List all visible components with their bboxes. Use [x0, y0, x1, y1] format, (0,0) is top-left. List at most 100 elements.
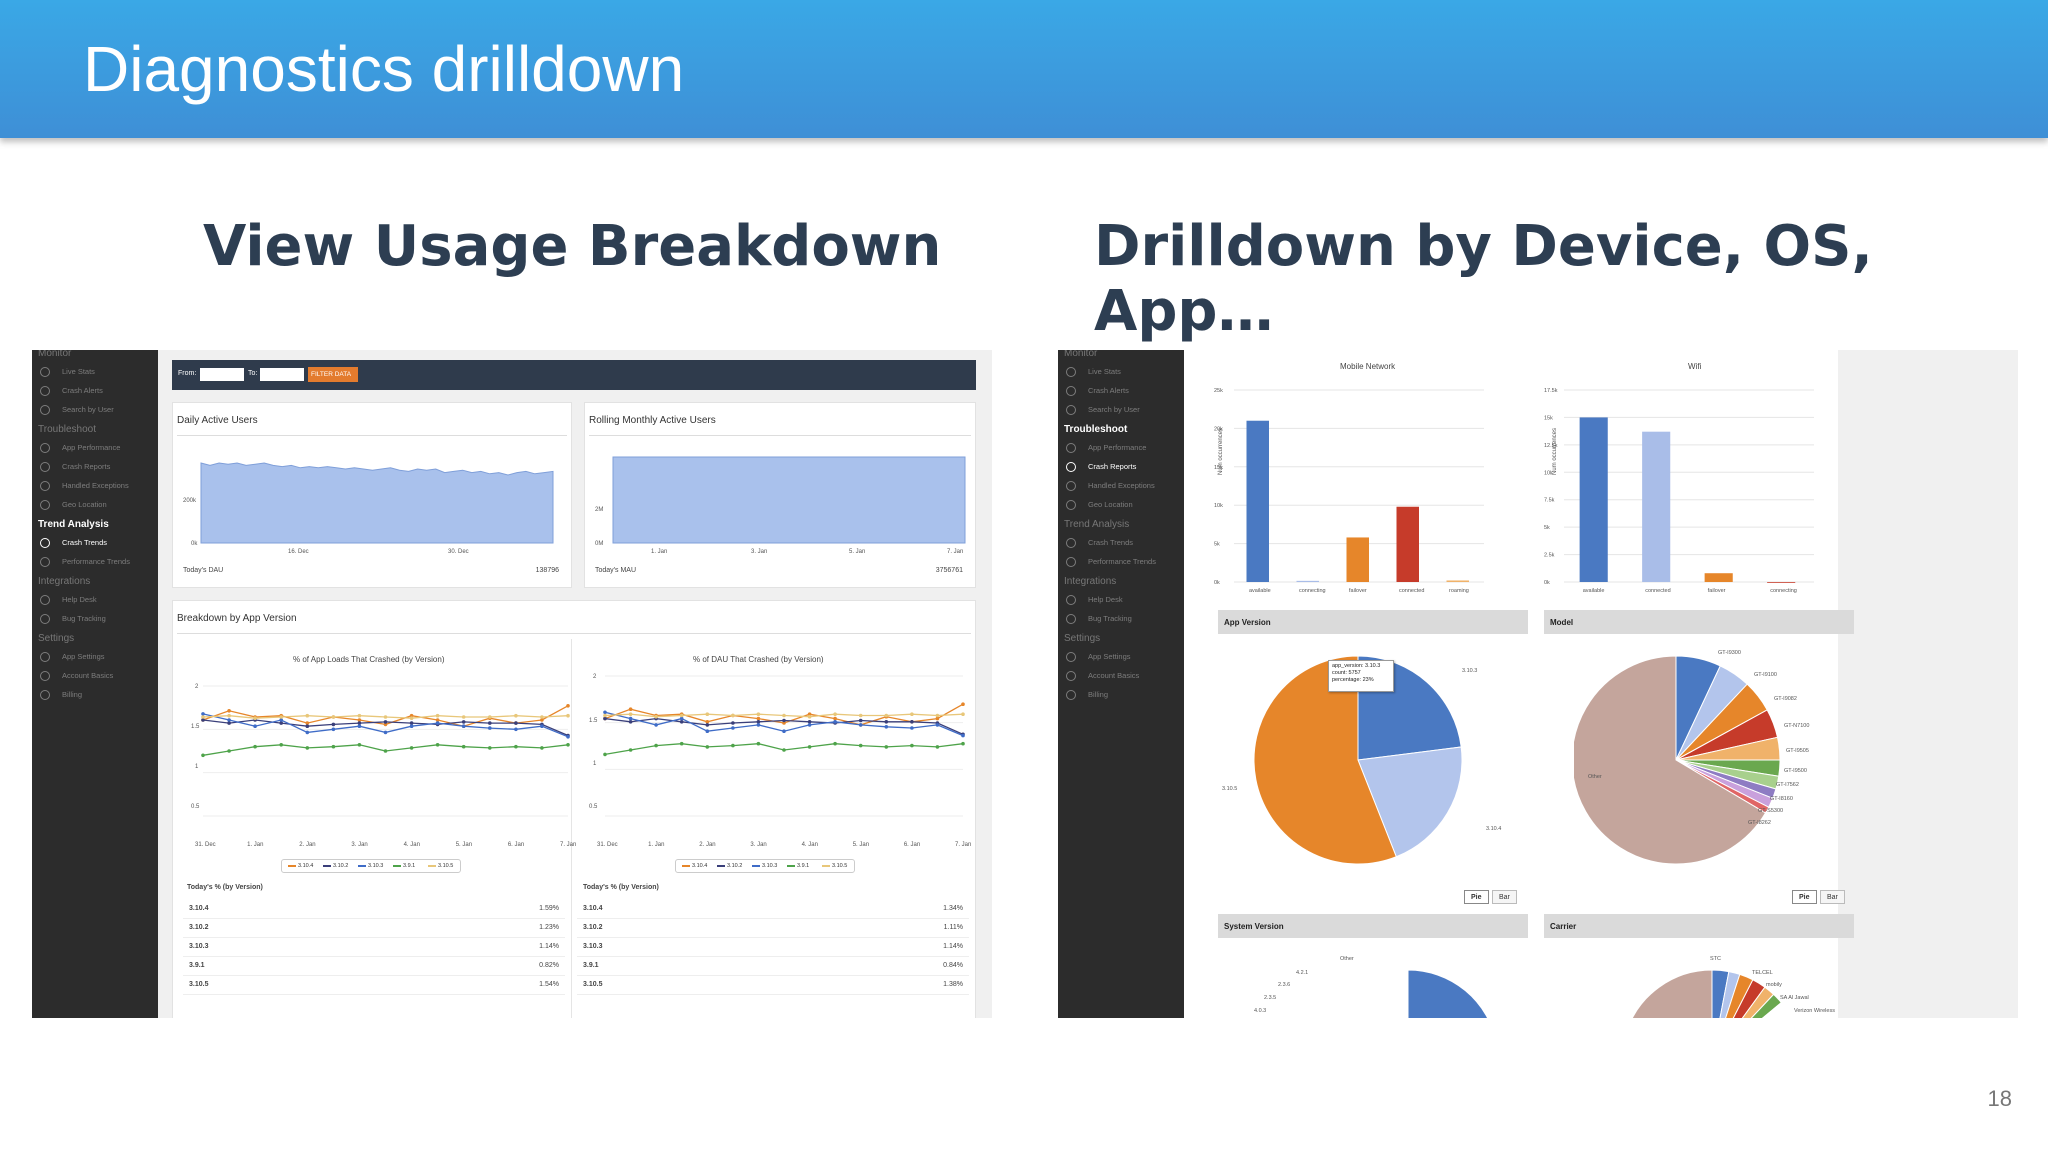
carrier-pie-chart	[1631, 969, 1793, 1018]
sidebar-item-crash-reports[interactable]: Crash Reports	[40, 462, 110, 473]
legend-item[interactable]: 3.10.5	[428, 863, 453, 869]
sidebar-item-label: Crash Alerts	[1088, 386, 1129, 395]
sidebar-item-search-by-user[interactable]: Search by User	[1066, 405, 1140, 416]
sidebar-item-app-performance[interactable]: App Performance	[40, 443, 120, 454]
pie-slice	[1253, 655, 1397, 865]
sidebar-item-app-performance[interactable]: App Performance	[1066, 443, 1146, 454]
sidebar-item-bug-tracking[interactable]: Bug Tracking	[40, 614, 106, 625]
sidebar-section-settings[interactable]: Settings	[1064, 633, 1100, 644]
y-tick: 17.5k	[1544, 388, 1558, 394]
sidebar-section-integrations[interactable]: Integrations	[38, 576, 90, 587]
legend-marker-icon	[393, 864, 401, 867]
sidebar-item-billing[interactable]: Billing	[1066, 690, 1108, 701]
sidebar-item-app-settings[interactable]: App Settings	[40, 652, 105, 663]
wifi-bar-chart: 17.5k 15k 12.5k 10k 7.5k 5k 2.5k 0k available con…	[1544, 388, 1814, 594]
legend-item[interactable]: 3.10.4	[288, 863, 313, 869]
version-cell: 3.10.5	[583, 981, 603, 988]
sidebar-item-help-desk[interactable]: Help Desk	[40, 595, 97, 606]
sidebar-item-search-by-user[interactable]: Search by User	[40, 405, 114, 416]
sidebar-section-trend-analysis[interactable]: Trend Analysis	[1064, 519, 1129, 530]
y-tick: 15k	[1544, 415, 1553, 421]
pie-slice	[1407, 969, 1489, 1018]
mobile-network-bar-chart: 25k 20k 15k 10k 5k 0k available connecting failo…	[1214, 388, 1484, 594]
percent-cell: 1.14%	[539, 943, 559, 950]
mau-ytick-2m: 2M	[595, 507, 604, 513]
x-tick: 4. Jan	[403, 842, 420, 848]
x-tick: 7. Jan	[955, 842, 972, 848]
sidebar-section-troubleshoot[interactable]: Troubleshoot	[38, 424, 96, 435]
model-pie-button[interactable]: Pie	[1792, 890, 1817, 904]
sidebar-item-live-stats[interactable]: Live Stats	[40, 367, 95, 378]
sidebar-item-billing[interactable]: Billing	[40, 690, 82, 701]
sidebar-item-performance-trends[interactable]: Performance Trends	[40, 557, 130, 568]
sidebar-item-performance-trends[interactable]: Performance Trends	[1066, 557, 1156, 568]
dau-xtick: 16. Dec	[288, 549, 309, 555]
x-tick: failover	[1349, 588, 1367, 594]
flask-icon	[1066, 481, 1076, 492]
sidebar-item-crash-alerts[interactable]: Crash Alerts	[40, 386, 103, 397]
app-version-pie-button[interactable]: Pie	[1464, 890, 1489, 904]
flask-icon	[40, 481, 50, 492]
sidebar-item-live-stats[interactable]: Live Stats	[1066, 367, 1121, 378]
filter-data-button[interactable]: FILTER DATA	[308, 367, 358, 382]
sidebar-item-crash-trends[interactable]: Crash Trends	[1066, 538, 1134, 549]
sidebar-item-app-settings[interactable]: App Settings	[1066, 652, 1131, 663]
legend-item[interactable]: 3.10.4	[682, 863, 707, 869]
sidebar-item-help-desk[interactable]: Help Desk	[1066, 595, 1123, 606]
legend-item[interactable]: 3.10.2	[717, 863, 742, 869]
table-row: 3.9.1 0.82%	[183, 958, 565, 976]
legend-item[interactable]: 3.10.5	[822, 863, 847, 869]
percent-cell: 1.23%	[539, 924, 559, 931]
y-tick: 2.5k	[1544, 553, 1555, 559]
app-version-bar-button[interactable]: Bar	[1492, 890, 1517, 904]
sidebar-section-monitor[interactable]: Monitor	[38, 350, 71, 359]
sidebar-item-label: Search by User	[1088, 405, 1140, 414]
sidebar-item-bug-tracking[interactable]: Bug Tracking	[1066, 614, 1132, 625]
chart2-title: % of DAU That Crashed (by Version)	[693, 655, 824, 664]
pie-label: Other	[1340, 956, 1354, 962]
legend-item[interactable]: 3.10.3	[358, 863, 383, 869]
y-tick: 5k	[1214, 542, 1220, 548]
sidebar-section-integrations[interactable]: Integrations	[1064, 576, 1116, 587]
pie-label: GT-I9500	[1784, 768, 1807, 774]
wifi-title: Wifi	[1688, 362, 1702, 371]
sidebar-section-monitor[interactable]: Monitor	[1064, 350, 1097, 359]
legend-item[interactable]: 3.9.1	[393, 863, 415, 869]
sidebar-item-label: App Settings	[62, 652, 105, 661]
legend-label: 3.10.5	[832, 863, 848, 869]
percent-cell: 1.59%	[539, 905, 559, 912]
sidebar-item-handled-exceptions[interactable]: Handled Exceptions	[1066, 481, 1155, 492]
sidebar-section-trend-analysis[interactable]: Trend Analysis	[38, 519, 109, 530]
sidebar-item-handled-exceptions[interactable]: Handled Exceptions	[40, 481, 129, 492]
sidebar-item-crash-trends[interactable]: Crash Trends	[40, 538, 107, 549]
right-heading: Drilldown by Device, OS, App…	[1094, 214, 1873, 344]
chart1-ytick: 1.5	[191, 724, 200, 730]
sidebar-item-account-basics[interactable]: Account Basics	[40, 671, 113, 682]
chart2-ytick: 1.5	[589, 718, 598, 724]
from-input[interactable]	[200, 368, 244, 381]
model-bar-button[interactable]: Bar	[1820, 890, 1845, 904]
to-input[interactable]	[260, 368, 304, 381]
x-tick: connecting	[1299, 588, 1326, 594]
sidebar-section-troubleshoot[interactable]: Troubleshoot	[1064, 424, 1127, 435]
legend-item[interactable]: 3.9.1	[787, 863, 809, 869]
sidebar-item-account-basics[interactable]: Account Basics	[1066, 671, 1139, 682]
x-tick: 4. Jan	[801, 842, 818, 848]
pie-label: Other	[1588, 774, 1602, 780]
x-tick: connecting	[1770, 588, 1797, 594]
sidebar-item-crash-reports[interactable]: Crash Reports	[1066, 462, 1136, 473]
sidebar-item-crash-alerts[interactable]: Crash Alerts	[1066, 386, 1129, 397]
filter-bar: From: To: FILTER DATA	[172, 360, 976, 390]
legend-item[interactable]: 3.10.3	[752, 863, 777, 869]
sidebar-item-geo-location[interactable]: Geo Location	[40, 500, 107, 511]
sidebar-item-geo-location[interactable]: Geo Location	[1066, 500, 1133, 511]
chart1-ytick: 2	[195, 684, 199, 690]
chart1-ytick: 0.5	[191, 804, 200, 810]
pie-slice	[1631, 969, 1713, 1018]
legend-label: 3.10.3	[368, 863, 384, 869]
tooltip-line: app_version: 3.10.3	[1332, 663, 1381, 669]
legend-item[interactable]: 3.10.2	[323, 863, 348, 869]
sidebar-section-settings[interactable]: Settings	[38, 633, 74, 644]
x-tick: 3. Jan	[750, 842, 767, 848]
sidebar-item-label: Crash Trends	[1088, 538, 1134, 547]
